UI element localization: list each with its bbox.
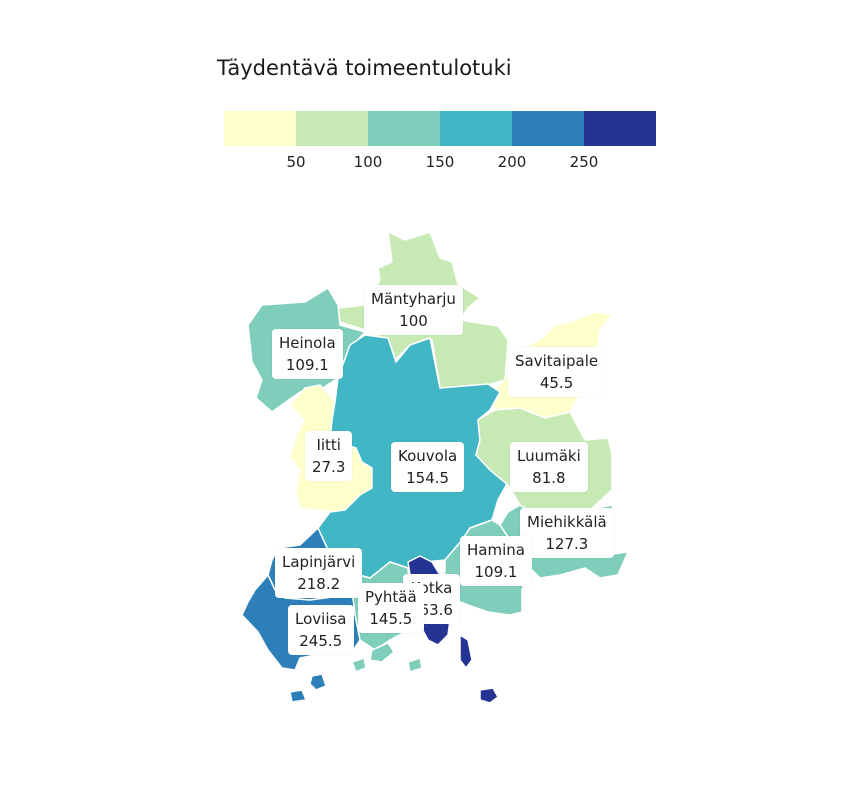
region-name: Heinola (279, 334, 336, 352)
region-name: Hamina (467, 541, 525, 559)
label-savitaipale: Savitaipale 45.5 (508, 347, 606, 397)
region-loviisa-island (289, 689, 307, 703)
label-pyhtaa: Pyhtää 145.5 (358, 583, 424, 633)
legend-swatch-2 (368, 111, 440, 146)
region-value: 127.3 (545, 535, 589, 553)
region-pyhtaa-island (351, 657, 367, 673)
label-lapinjarvi: Lapinjärvi 218.2 (275, 548, 363, 598)
region-value: 109.1 (474, 563, 518, 581)
label-miehikkala: Miehikkälä 127.3 (520, 508, 614, 558)
color-legend (224, 111, 656, 146)
region-kotka-island (479, 687, 499, 704)
legend-swatch-0 (224, 111, 296, 146)
region-name: Mäntyharju (371, 290, 456, 308)
region-name: Kouvola (398, 447, 458, 465)
legend-swatch-3 (440, 111, 512, 146)
region-name: Lapinjärvi (282, 553, 356, 571)
label-loviisa: Loviisa 245.5 (288, 605, 354, 655)
label-luumaki: Luumäki 81.8 (510, 442, 588, 492)
region-value: 81.8 (532, 469, 566, 487)
label-hamina: Hamina 109.1 (460, 536, 532, 586)
region-value: 245.5 (299, 632, 343, 650)
map-title: Täydentävä toimeentulotuki (217, 56, 512, 80)
label-heinola: Heinola 109.1 (272, 329, 343, 379)
region-name: Loviisa (295, 610, 347, 628)
legend-swatch-4 (512, 111, 584, 146)
legend-swatch-1 (296, 111, 368, 146)
legend-tick: 50 (286, 153, 306, 171)
region-value: 109.1 (285, 356, 329, 374)
region-kotka-island (459, 634, 473, 669)
region-name: Luumäki (517, 447, 581, 465)
legend-ticks: 50 100 150 200 250 (0, 153, 864, 177)
label-mantyharju: Mäntyharju 100 (364, 285, 463, 335)
region-value: 27.3 (312, 458, 346, 476)
region-name: Miehikkälä (527, 513, 607, 531)
region-name: Pyhtää (365, 588, 417, 606)
legend-tick: 200 (497, 153, 527, 171)
legend-tick: 100 (353, 153, 383, 171)
region-value: 100 (399, 312, 428, 330)
region-pyhtaa-island (407, 657, 423, 673)
legend-swatch-5 (584, 111, 656, 146)
legend-tick: 150 (425, 153, 455, 171)
region-value: 145.5 (369, 610, 413, 628)
region-value: 45.5 (539, 374, 574, 392)
legend-tick: 250 (569, 153, 599, 171)
label-kouvola: Kouvola 154.5 (391, 442, 465, 492)
region-loviisa-island (309, 673, 327, 691)
region-name: Savitaipale (515, 352, 599, 370)
label-iitti: Iitti 27.3 (305, 431, 353, 481)
region-pyhtaa-island (369, 642, 395, 663)
region-value: 154.5 (406, 469, 450, 487)
region-name: Iitti (316, 436, 341, 454)
region-value: 218.2 (297, 575, 341, 593)
